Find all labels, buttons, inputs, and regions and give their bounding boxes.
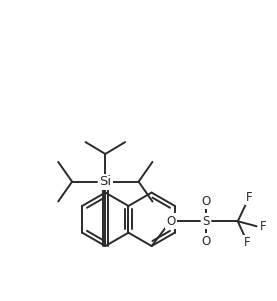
- Text: F: F: [246, 191, 253, 204]
- Text: O: O: [167, 215, 176, 228]
- Text: O: O: [201, 234, 211, 248]
- Text: S: S: [202, 215, 210, 228]
- Text: F: F: [260, 220, 267, 233]
- Text: Si: Si: [99, 175, 111, 188]
- Text: O: O: [201, 195, 211, 208]
- Text: F: F: [244, 236, 251, 249]
